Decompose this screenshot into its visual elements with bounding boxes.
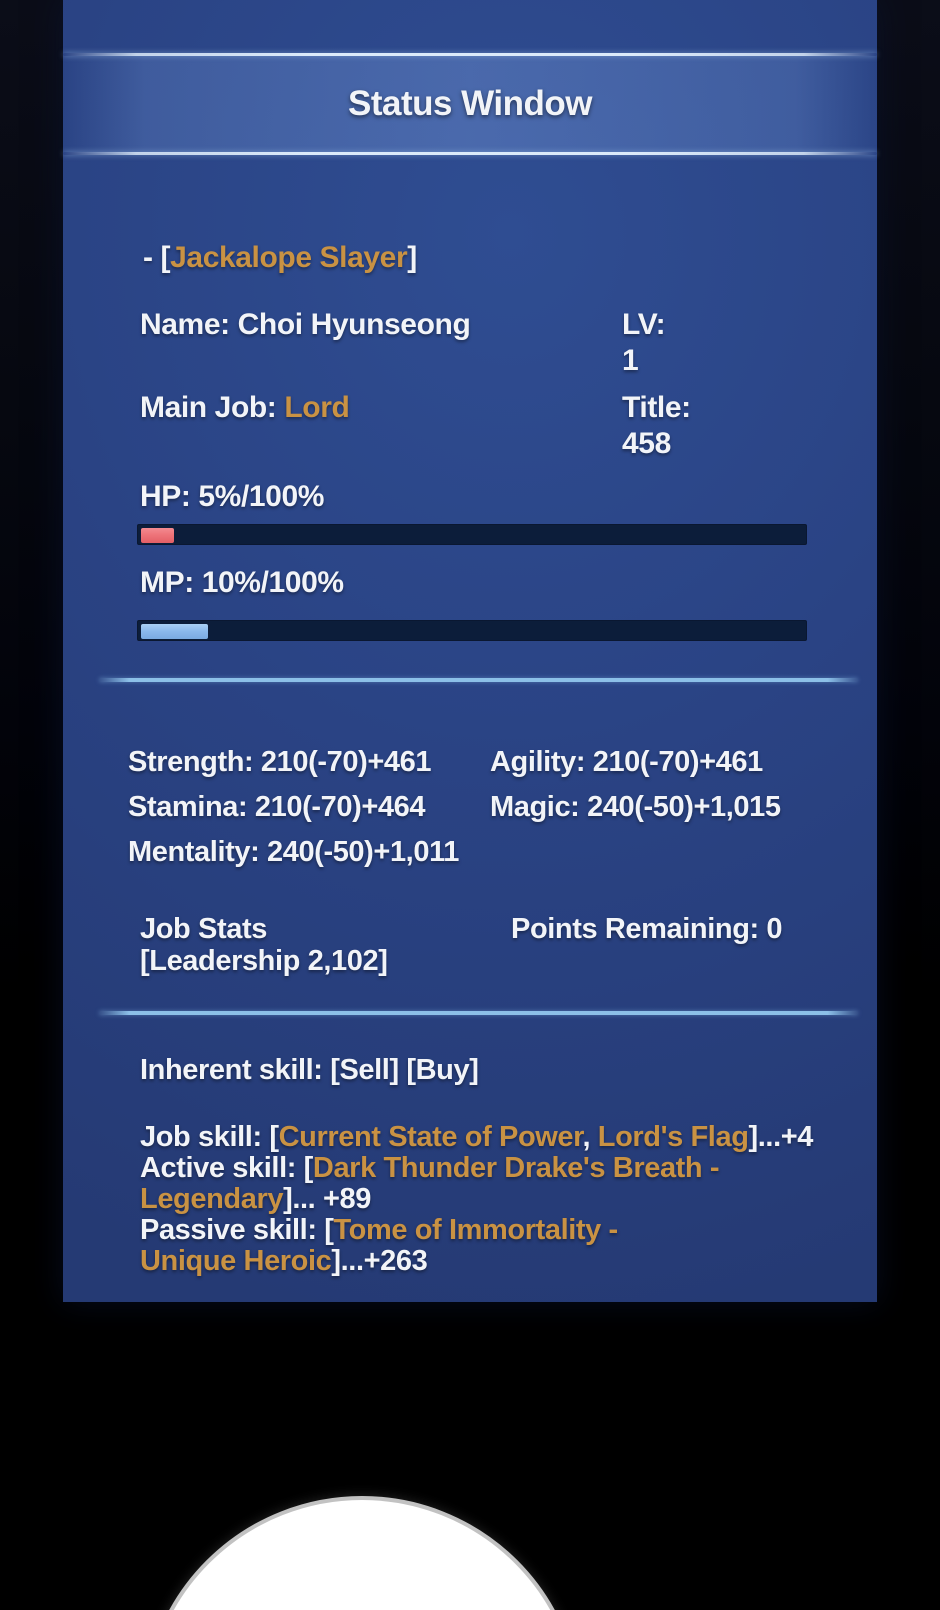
main-job-value: Lord <box>284 391 350 424</box>
page-title: Status Window <box>347 84 593 123</box>
skill-line: Legendary]... +89 <box>140 1184 840 1215</box>
job-row: Main Job: Lord Title: 458 <box>140 390 691 460</box>
skill-name-text: Lord's Flag <box>597 1121 749 1153</box>
status-window-panel: Status Window - [Jackalope Slayer] Name:… <box>63 0 877 1302</box>
points-remaining: Points Remaining: 0 <box>511 913 783 945</box>
character-epithet: - [Jackalope Slayer] <box>143 240 417 276</box>
skill-name-text: Current State of Power <box>278 1121 583 1153</box>
skill-line: Passive skill: [Tome of Immortality - <box>140 1215 840 1246</box>
hp-bar <box>137 524 807 545</box>
epithet-suffix: ] <box>407 241 417 274</box>
skill-name-text: Unique Heroic <box>140 1245 332 1277</box>
main-job-label: Main Job: Lord <box>140 391 350 424</box>
mp-label: MP: 10%/100% <box>140 566 344 599</box>
skill-line: Active skill: [Dark Thunder Drake's Brea… <box>140 1153 840 1184</box>
skill-name-text: Dark Thunder Drake's Breath - <box>312 1152 720 1184</box>
character-level: LV: 1 <box>622 308 666 377</box>
epithet-name: Jackalope Slayer <box>170 241 408 274</box>
title-divider-bottom <box>63 152 877 155</box>
skill-line-text: , <box>582 1121 598 1153</box>
skill-name-text: Legendary <box>140 1183 284 1215</box>
job-stats-detail: [Leadership 2,102] <box>140 944 388 977</box>
stats-grid: Strength: 210(-70)+461 Agility: 210(-70)… <box>128 740 848 875</box>
section-divider-skills <box>99 1011 858 1015</box>
stat-strength: Strength: 210(-70)+461 <box>128 746 432 778</box>
stat-agility: Agility: 210(-70)+461 <box>490 746 763 778</box>
title-count: Title: 458 <box>622 391 691 460</box>
inherent-skill-label: Inherent skill: <box>140 1054 331 1086</box>
skill-line-text: ]... +89 <box>283 1183 371 1215</box>
buy-action[interactable]: [Buy] <box>406 1054 479 1086</box>
skill-line: Job skill: [Current State of Power, Lord… <box>140 1122 840 1153</box>
skill-name-text: Tome of Immortality - <box>333 1214 619 1246</box>
decorative-circle <box>142 1496 582 1610</box>
skill-line-text: ]...+4 <box>748 1121 814 1153</box>
skill-line-text: Job skill: [ <box>140 1121 279 1153</box>
epithet-prefix: - [ <box>143 241 171 274</box>
stat-mentality: Mentality: 240(-50)+1,011 <box>128 836 459 868</box>
stat-empty-cell <box>490 830 848 875</box>
main-job-prefix: Main Job: <box>140 391 285 424</box>
hp-label: HP: 5%/100% <box>140 480 325 513</box>
skill-list: Job skill: [Current State of Power, Lord… <box>140 1122 840 1277</box>
hp-bar-fill <box>141 528 175 543</box>
title-band: Status Window <box>63 53 877 155</box>
skill-line-text: ]...+263 <box>331 1245 428 1277</box>
sell-action[interactable]: [Sell] <box>330 1054 399 1086</box>
inherent-skill-row: Inherent skill: [Sell] [Buy] <box>140 1054 479 1086</box>
job-stats-title: Job Stats <box>140 913 267 945</box>
section-divider-stats <box>99 678 858 682</box>
name-row: Name: Choi Hyunseong LV: 1 <box>140 307 666 377</box>
mp-bar <box>137 620 807 641</box>
stat-magic: Magic: 240(-50)+1,015 <box>490 791 781 823</box>
job-stats-block: Job Stats [Leadership 2,102] Points Rema… <box>140 913 840 977</box>
skill-line-text: Passive skill: [ <box>140 1214 334 1246</box>
skill-line: Unique Heroic]...+263 <box>140 1246 840 1277</box>
stat-stamina: Stamina: 210(-70)+464 <box>128 791 426 823</box>
character-name: Name: Choi Hyunseong <box>140 308 471 341</box>
skill-line-text: Active skill: [ <box>140 1152 313 1184</box>
title-divider-top <box>63 53 877 56</box>
mp-bar-fill <box>141 624 208 639</box>
